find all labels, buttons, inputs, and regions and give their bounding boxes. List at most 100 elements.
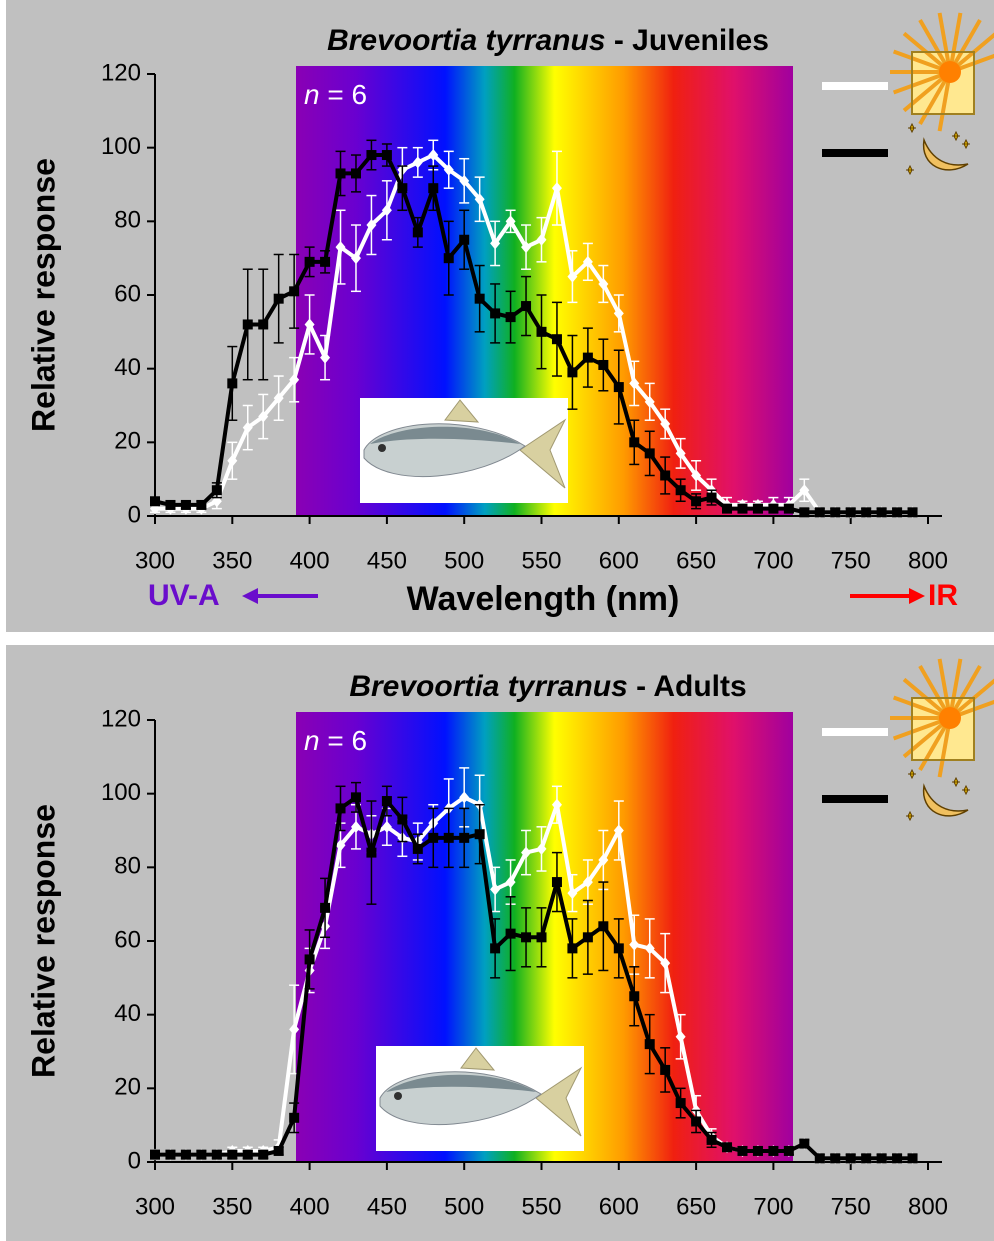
data-point	[613, 824, 624, 837]
data-point	[551, 877, 562, 888]
data-point	[644, 448, 655, 459]
title-species: Brevoortia tyrranus	[327, 24, 605, 57]
data-point	[783, 503, 794, 514]
sample-size: n = 6	[304, 725, 367, 756]
data-point	[273, 1145, 284, 1156]
ir-label: IR	[928, 579, 958, 612]
data-point	[737, 1145, 748, 1156]
data-point	[814, 1153, 825, 1164]
chart-title: Brevoortia tyrranus - Juveniles	[327, 24, 769, 57]
fish-picture	[360, 398, 568, 503]
data-point	[613, 943, 624, 954]
sample-size-value: = 6	[320, 79, 367, 110]
data-point	[660, 470, 671, 481]
uv-arrowhead	[242, 588, 258, 604]
data-point	[459, 832, 470, 843]
data-point	[830, 1153, 841, 1164]
data-point	[180, 1149, 191, 1160]
data-point	[582, 352, 593, 363]
data-point	[428, 832, 439, 843]
data-point	[366, 847, 377, 858]
x-tick-label: 650	[676, 547, 716, 574]
y-axis-label: Relative response	[25, 158, 61, 432]
data-point	[845, 1153, 856, 1164]
data-point	[304, 318, 315, 331]
data-point	[752, 1145, 763, 1156]
y-tick-label: 40	[114, 1000, 141, 1027]
sample-size: n = 6	[304, 79, 367, 110]
data-point	[289, 1023, 300, 1036]
data-point	[644, 1039, 655, 1050]
data-point	[722, 1142, 733, 1153]
fish-eye	[378, 444, 386, 452]
data-point	[892, 1153, 903, 1164]
x-tick-label: 600	[599, 547, 639, 574]
sample-size-symbol: n	[304, 725, 320, 756]
x-tick-label: 500	[444, 547, 484, 574]
data-point	[428, 149, 439, 162]
data-point	[521, 241, 532, 254]
data-point	[521, 301, 532, 312]
data-point	[830, 507, 841, 518]
data-point	[150, 496, 160, 507]
y-tick-label: 80	[114, 207, 141, 234]
data-point	[227, 454, 238, 467]
sun-frame	[911, 51, 975, 115]
y-tick-label: 80	[114, 853, 141, 880]
x-tick-label: 550	[521, 1193, 561, 1220]
data-point	[211, 485, 222, 496]
data-point	[799, 484, 810, 497]
title-stage: - Juveniles	[606, 24, 769, 57]
data-point	[722, 503, 733, 514]
fish-fin	[460, 1047, 496, 1071]
data-point	[490, 308, 501, 319]
data-point	[165, 499, 176, 510]
data-point	[629, 938, 640, 951]
data-point	[876, 507, 887, 518]
star	[962, 784, 970, 796]
data-point	[320, 902, 331, 913]
data-point	[459, 791, 470, 804]
data-point	[165, 1149, 176, 1160]
data-point	[551, 798, 562, 811]
y-tick-label: 100	[101, 779, 141, 806]
data-point	[258, 410, 269, 423]
data-point	[150, 1149, 160, 1160]
fish-eye	[394, 1092, 402, 1100]
data-point	[335, 168, 346, 179]
data-point	[582, 255, 593, 268]
data-point	[242, 319, 253, 330]
y-tick-label: 20	[114, 428, 141, 455]
moon	[922, 783, 969, 817]
data-point	[273, 293, 284, 304]
y-tick-label: 20	[114, 1074, 141, 1101]
title-species: Brevoortia tyrranus	[349, 670, 627, 703]
data-point	[598, 853, 609, 866]
data-point	[381, 796, 392, 807]
data-point	[598, 277, 609, 290]
data-point	[598, 921, 609, 932]
data-point	[521, 846, 532, 859]
data-point	[814, 507, 825, 518]
fish-tail	[519, 418, 567, 489]
sun-disc	[939, 707, 961, 729]
data-point	[644, 395, 655, 408]
data-point	[397, 814, 408, 825]
star	[906, 164, 914, 176]
data-point	[536, 842, 547, 855]
data-point	[675, 1030, 686, 1043]
data-point	[180, 499, 191, 510]
data-point	[350, 252, 361, 265]
y-tick-label: 0	[128, 1147, 141, 1174]
y-tick-label: 0	[128, 501, 141, 528]
data-point	[691, 496, 702, 507]
x-tick-label: 400	[290, 1193, 330, 1220]
moon-icon	[906, 768, 970, 822]
data-point	[582, 876, 593, 889]
star	[906, 810, 914, 822]
data-point	[505, 928, 516, 939]
x-tick-label: 800	[908, 547, 948, 574]
data-point	[644, 942, 655, 955]
fish-back	[386, 1074, 536, 1092]
